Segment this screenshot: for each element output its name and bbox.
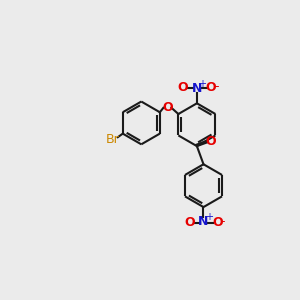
Text: O: O — [162, 101, 173, 114]
Text: N: N — [198, 215, 209, 228]
Text: O: O — [184, 216, 195, 229]
Text: O: O — [206, 81, 216, 94]
Text: +: + — [205, 212, 213, 222]
Text: -: - — [214, 80, 218, 94]
Text: O: O — [212, 216, 223, 229]
Text: N: N — [192, 82, 202, 95]
Text: Br: Br — [106, 133, 119, 146]
Text: O: O — [206, 134, 216, 148]
Text: +: + — [198, 79, 206, 89]
Text: -: - — [220, 215, 225, 228]
Text: O: O — [178, 81, 188, 94]
